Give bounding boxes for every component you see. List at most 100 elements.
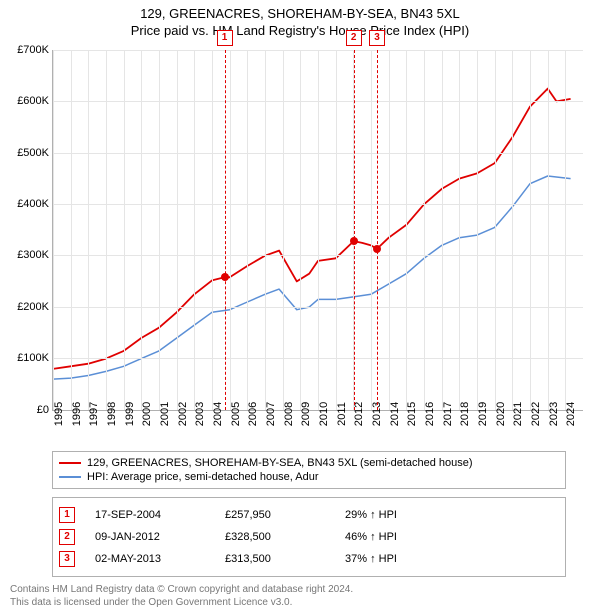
y-tick-label: £700K (17, 44, 49, 56)
sale-pct-3: 37% ↑ HPI (345, 553, 495, 565)
grid-v (177, 50, 178, 410)
x-tick-label: 2018 (459, 402, 471, 426)
grid-v (124, 50, 125, 410)
sale-marker-box: 2 (346, 30, 362, 46)
chart-inner: £0£100K£200K£300K£400K£500K£600K£700K199… (53, 50, 583, 410)
grid-v (141, 50, 142, 410)
x-tick-label: 2016 (424, 402, 436, 426)
footer-line-2: This data is licensed under the Open Gov… (10, 596, 590, 609)
grid-v (512, 50, 513, 410)
x-tick-label: 1998 (106, 402, 118, 426)
x-tick-label: 2024 (565, 402, 577, 426)
legend-row-2: HPI: Average price, semi-detached house,… (59, 470, 559, 484)
x-tick-label: 1995 (53, 402, 65, 426)
sale-vline (354, 50, 355, 410)
grid-v (565, 50, 566, 410)
sale-marker-box: 3 (369, 30, 385, 46)
title-line-2: Price paid vs. HM Land Registry's House … (0, 23, 600, 40)
x-tick-label: 2012 (353, 402, 365, 426)
series-hpi (53, 176, 571, 379)
grid-v (459, 50, 460, 410)
sale-date-3: 02-MAY-2013 (95, 553, 205, 565)
x-tick-label: 2009 (300, 402, 312, 426)
x-tick-label: 2017 (442, 402, 454, 426)
x-tick-label: 2003 (194, 402, 206, 426)
x-tick-label: 2010 (318, 402, 330, 426)
x-tick-label: 2022 (530, 402, 542, 426)
sale-date-1: 17-SEP-2004 (95, 509, 205, 521)
x-tick-label: 2020 (495, 402, 507, 426)
x-tick-label: 2001 (159, 402, 171, 426)
y-tick-label: £300K (17, 249, 49, 261)
grid-v (230, 50, 231, 410)
sale-dot (350, 237, 358, 245)
y-tick-label: £400K (17, 198, 49, 210)
y-tick-label: £500K (17, 147, 49, 159)
sale-price-3: £313,500 (225, 553, 325, 565)
grid-v (318, 50, 319, 410)
grid-v (371, 50, 372, 410)
grid-v (300, 50, 301, 410)
grid-v (406, 50, 407, 410)
x-tick-label: 2004 (212, 402, 224, 426)
grid-v (159, 50, 160, 410)
grid-v (389, 50, 390, 410)
y-tick-label: £100K (17, 352, 49, 364)
grid-v (424, 50, 425, 410)
grid-v (53, 50, 54, 410)
y-tick-label: £0 (37, 404, 49, 416)
grid-v (283, 50, 284, 410)
sale-dot (373, 245, 381, 253)
root: 129, GREENACRES, SHOREHAM-BY-SEA, BN43 5… (0, 0, 600, 590)
sale-pct-1: 29% ↑ HPI (345, 509, 495, 521)
legend-swatch-1 (59, 462, 81, 464)
grid-v (530, 50, 531, 410)
x-tick-label: 2006 (247, 402, 259, 426)
x-tick-label: 2023 (548, 402, 560, 426)
x-tick-label: 2000 (141, 402, 153, 426)
sale-marker-2: 2 (59, 529, 75, 545)
grid-v (265, 50, 266, 410)
grid-v (442, 50, 443, 410)
footer: Contains HM Land Registry data © Crown c… (10, 583, 590, 609)
legend-label-2: HPI: Average price, semi-detached house,… (87, 471, 319, 483)
sale-row-2: 2 09-JAN-2012 £328,500 46% ↑ HPI (59, 526, 559, 548)
x-tick-label: 2005 (230, 402, 242, 426)
sale-dot (221, 273, 229, 281)
grid-v (212, 50, 213, 410)
x-tick-label: 2014 (389, 402, 401, 426)
grid-v (194, 50, 195, 410)
x-tick-label: 2019 (477, 402, 489, 426)
y-tick-label: £200K (17, 301, 49, 313)
x-tick-label: 2007 (265, 402, 277, 426)
legend-row-1: 129, GREENACRES, SHOREHAM-BY-SEA, BN43 5… (59, 456, 559, 470)
grid-v (477, 50, 478, 410)
x-tick-label: 2021 (512, 402, 524, 426)
x-tick-label: 1997 (88, 402, 100, 426)
x-tick-label: 2008 (283, 402, 295, 426)
sale-price-2: £328,500 (225, 531, 325, 543)
sale-date-2: 09-JAN-2012 (95, 531, 205, 543)
grid-v (495, 50, 496, 410)
legend-swatch-2 (59, 476, 81, 478)
sale-price-1: £257,950 (225, 509, 325, 521)
x-tick-label: 1996 (71, 402, 83, 426)
x-tick-label: 2015 (406, 402, 418, 426)
x-tick-label: 2011 (336, 402, 348, 426)
sale-row-3: 3 02-MAY-2013 £313,500 37% ↑ HPI (59, 548, 559, 570)
sale-row-1: 1 17-SEP-2004 £257,950 29% ↑ HPI (59, 504, 559, 526)
grid-v (88, 50, 89, 410)
grid-v (247, 50, 248, 410)
title-block: 129, GREENACRES, SHOREHAM-BY-SEA, BN43 5… (0, 0, 600, 40)
y-tick-label: £600K (17, 95, 49, 107)
sale-pct-2: 46% ↑ HPI (345, 531, 495, 543)
sale-marker-3: 3 (59, 551, 75, 567)
sale-vline (225, 50, 226, 410)
sales-box: 1 17-SEP-2004 £257,950 29% ↑ HPI 2 09-JA… (52, 497, 566, 577)
sale-marker-box: 1 (217, 30, 233, 46)
price-chart: £0£100K£200K£300K£400K£500K£600K£700K199… (52, 50, 583, 411)
x-tick-label: 2002 (177, 402, 189, 426)
grid-v (106, 50, 107, 410)
sale-vline (377, 50, 378, 410)
x-tick-label: 1999 (124, 402, 136, 426)
